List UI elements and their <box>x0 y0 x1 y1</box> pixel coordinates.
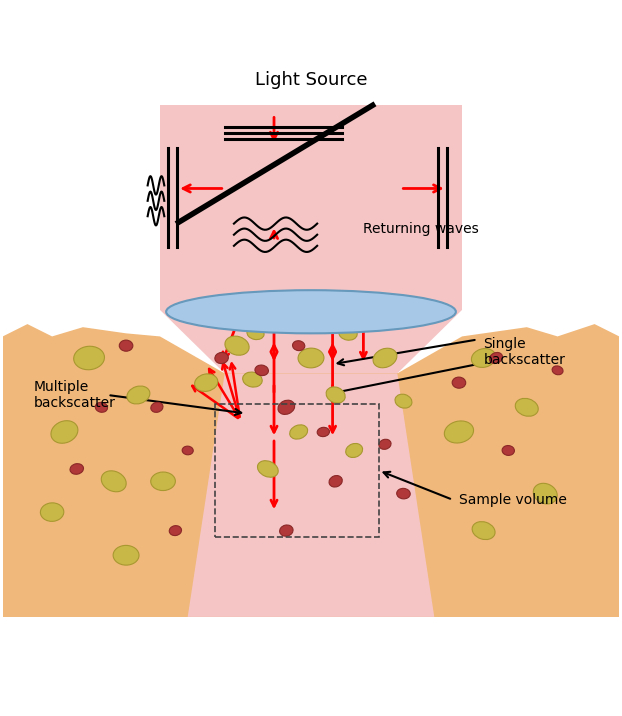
Ellipse shape <box>113 546 139 565</box>
Polygon shape <box>188 374 434 617</box>
Ellipse shape <box>73 347 104 369</box>
Ellipse shape <box>292 341 305 351</box>
Ellipse shape <box>533 483 557 504</box>
Ellipse shape <box>395 395 412 408</box>
Ellipse shape <box>452 377 466 388</box>
Text: Returning waves: Returning waves <box>363 221 479 236</box>
Ellipse shape <box>70 464 83 474</box>
Ellipse shape <box>225 336 249 355</box>
Polygon shape <box>160 310 462 374</box>
Text: Single
backscatter: Single backscatter <box>483 337 565 367</box>
Ellipse shape <box>339 326 357 340</box>
Ellipse shape <box>326 387 345 403</box>
Polygon shape <box>397 324 620 374</box>
Polygon shape <box>188 374 434 617</box>
Polygon shape <box>160 105 462 310</box>
Ellipse shape <box>247 327 264 339</box>
Ellipse shape <box>471 349 496 367</box>
Ellipse shape <box>195 374 218 392</box>
Ellipse shape <box>502 445 514 455</box>
Ellipse shape <box>515 398 538 416</box>
Ellipse shape <box>151 402 163 412</box>
Ellipse shape <box>280 525 293 536</box>
Ellipse shape <box>346 443 363 458</box>
Ellipse shape <box>444 421 473 443</box>
Ellipse shape <box>166 290 456 334</box>
Ellipse shape <box>552 366 563 374</box>
Ellipse shape <box>119 340 133 352</box>
Ellipse shape <box>51 421 78 443</box>
Ellipse shape <box>329 475 342 487</box>
Ellipse shape <box>95 402 108 412</box>
Ellipse shape <box>397 488 411 499</box>
Ellipse shape <box>373 348 397 368</box>
Ellipse shape <box>182 446 193 455</box>
Text: Sample volume: Sample volume <box>459 493 567 507</box>
Ellipse shape <box>298 348 324 368</box>
Ellipse shape <box>169 526 182 536</box>
Ellipse shape <box>379 439 391 450</box>
Ellipse shape <box>243 372 262 387</box>
Ellipse shape <box>472 522 495 540</box>
Bar <box>215 405 379 537</box>
Ellipse shape <box>278 400 295 415</box>
Polygon shape <box>2 324 225 374</box>
Ellipse shape <box>317 427 330 437</box>
Ellipse shape <box>255 365 269 376</box>
Ellipse shape <box>151 472 175 490</box>
Text: Multiple
backscatter: Multiple backscatter <box>34 380 116 410</box>
Ellipse shape <box>367 316 378 326</box>
Ellipse shape <box>258 460 278 478</box>
Ellipse shape <box>40 503 64 521</box>
Text: Light Source: Light Source <box>255 72 367 90</box>
Ellipse shape <box>101 471 126 492</box>
Ellipse shape <box>215 352 228 364</box>
Polygon shape <box>2 374 620 617</box>
Ellipse shape <box>490 352 503 364</box>
Ellipse shape <box>284 314 302 328</box>
Ellipse shape <box>127 386 150 404</box>
Ellipse shape <box>290 425 308 439</box>
